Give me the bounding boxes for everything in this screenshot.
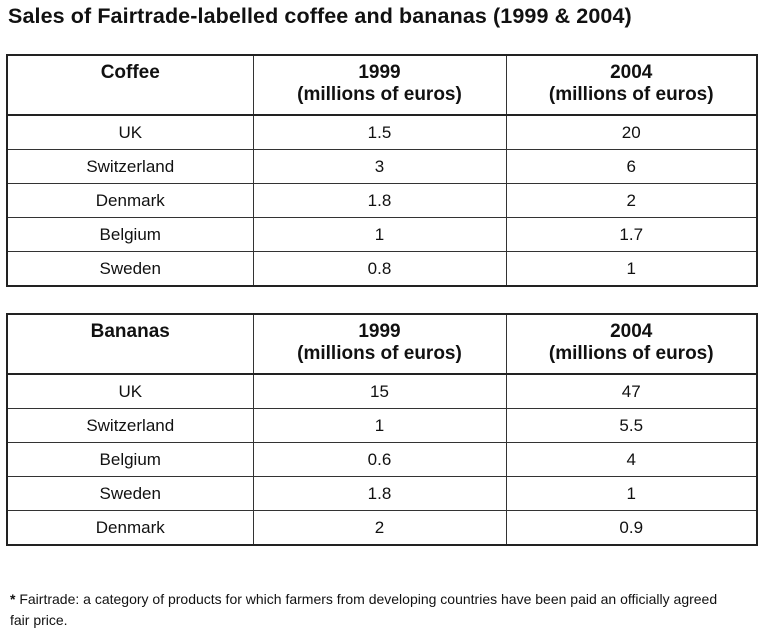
bananas-header-row: Bananas 1999 (millions of euros) 2004 (m… <box>6 313 758 375</box>
bananas-year1-header: 1999 (millions of euros) <box>252 313 507 375</box>
bananas-year1-unit: (millions of euros) <box>297 343 462 364</box>
country-cell: Belgium <box>6 442 254 477</box>
bananas-product-header: Bananas <box>6 313 254 375</box>
value-1999-cell: 15 <box>252 373 507 409</box>
coffee-table: Coffee 1999 (millions of euros) 2004 (mi… <box>6 54 758 287</box>
country-cell: Denmark <box>6 183 254 218</box>
table-row: Switzerland 3 6 <box>6 149 758 184</box>
table-row: Sweden 1.8 1 <box>6 476 758 511</box>
value-2004-cell: 1.7 <box>505 217 758 252</box>
table-row: Belgium 1 1.7 <box>6 217 758 252</box>
coffee-header-row: Coffee 1999 (millions of euros) 2004 (mi… <box>6 54 758 116</box>
value-2004-cell: 6 <box>505 149 758 184</box>
coffee-year2-label: 2004 <box>610 62 653 83</box>
value-2004-cell: 47 <box>505 373 758 409</box>
country-cell: Sweden <box>6 476 254 511</box>
bananas-table: Bananas 1999 (millions of euros) 2004 (m… <box>6 313 758 546</box>
value-1999-cell: 1.5 <box>252 114 507 150</box>
country-cell: Denmark <box>6 510 254 546</box>
footnote-marker: * <box>10 591 16 607</box>
coffee-year1-header: 1999 (millions of euros) <box>252 54 507 116</box>
table-row: Sweden 0.8 1 <box>6 251 758 287</box>
value-1999-cell: 1 <box>252 408 507 443</box>
value-1999-cell: 1.8 <box>252 476 507 511</box>
table-row: Belgium 0.6 4 <box>6 442 758 477</box>
value-2004-cell: 1 <box>505 476 758 511</box>
bananas-year2-header: 2004 (millions of euros) <box>505 313 758 375</box>
bananas-year1-label: 1999 <box>358 321 401 342</box>
value-1999-cell: 0.6 <box>252 442 507 477</box>
country-cell: UK <box>6 373 254 409</box>
value-2004-cell: 0.9 <box>505 510 758 546</box>
bananas-year2-unit: (millions of euros) <box>548 343 714 364</box>
table-row: Denmark 2 0.9 <box>6 510 758 546</box>
value-2004-cell: 1 <box>505 251 758 287</box>
coffee-year2-header: 2004 (millions of euros) <box>505 54 758 116</box>
value-2004-cell: 20 <box>505 114 758 150</box>
value-1999-cell: 1 <box>252 217 507 252</box>
table-row: Switzerland 1 5.5 <box>6 408 758 443</box>
coffee-product-header: Coffee <box>6 54 254 116</box>
coffee-year1-unit: (millions of euros) <box>297 84 462 105</box>
country-cell: Switzerland <box>6 149 254 184</box>
country-cell: Sweden <box>6 251 254 287</box>
table-row: UK 1.5 20 <box>6 114 758 150</box>
value-2004-cell: 4 <box>505 442 758 477</box>
bananas-year2-label: 2004 <box>610 321 653 342</box>
country-cell: Switzerland <box>6 408 254 443</box>
footnote: * Fairtrade: a category of products for … <box>10 589 730 631</box>
value-2004-cell: 5.5 <box>505 408 758 443</box>
value-1999-cell: 2 <box>252 510 507 546</box>
table-row: UK 15 47 <box>6 373 758 409</box>
footnote-text: Fairtrade: a category of products for wh… <box>10 591 718 628</box>
coffee-year1-label: 1999 <box>358 62 401 83</box>
value-2004-cell: 2 <box>505 183 758 218</box>
value-1999-cell: 3 <box>252 149 507 184</box>
country-cell: UK <box>6 114 254 150</box>
value-1999-cell: 1.8 <box>252 183 507 218</box>
coffee-year2-unit: (millions of euros) <box>548 84 714 105</box>
value-1999-cell: 0.8 <box>252 251 507 287</box>
table-row: Denmark 1.8 2 <box>6 183 758 218</box>
country-cell: Belgium <box>6 217 254 252</box>
page-title: Sales of Fairtrade-labelled coffee and b… <box>8 4 632 28</box>
